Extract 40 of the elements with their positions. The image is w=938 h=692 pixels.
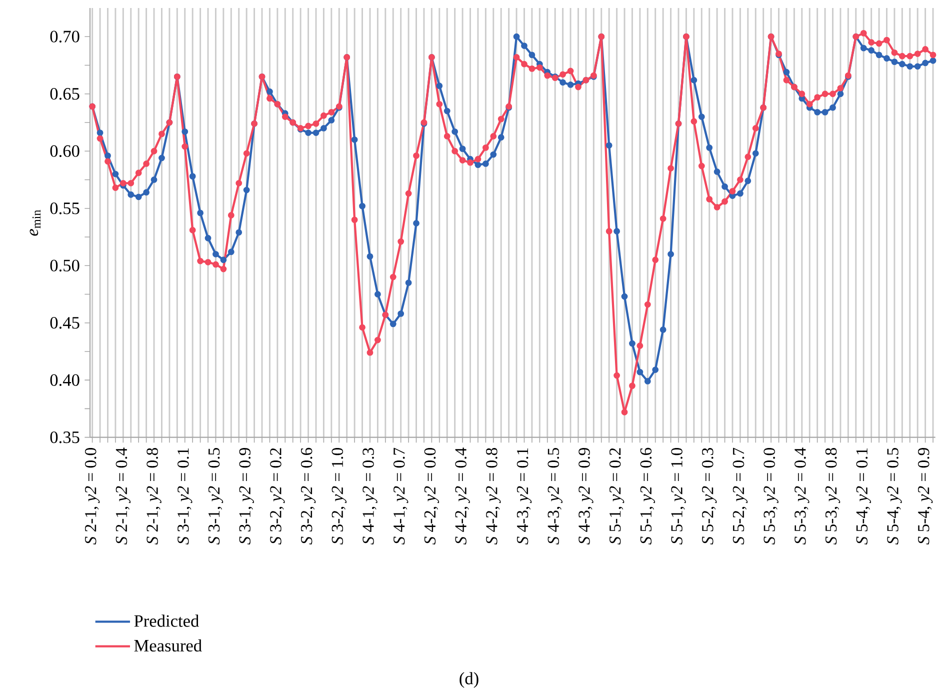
x-tick-label: S 2-1, y2 = 0.8: [146, 448, 162, 544]
y-tick-label: 0.60: [50, 145, 80, 157]
y-tick-label: 0.40: [50, 374, 80, 386]
x-tick-label: S 3-2, y2 = 0.2: [270, 448, 285, 544]
y-tick-label: 0.45: [50, 316, 80, 329]
x-tick-label: S 2-1, y2 = 0.0: [84, 448, 100, 544]
x-tick-label: S 3-2, y2 = 1.0: [332, 448, 346, 544]
x-tick-label: S 5-2, y2 = 0.3: [702, 448, 717, 544]
x-tick-label: S 5-1, y2 = 0.6: [640, 448, 655, 544]
x-tick-label: S 5-4, y2 = 0.1: [856, 448, 871, 544]
text: (d): [460, 672, 478, 688]
x-tick-label: S 5-4, y2 = 0.9: [918, 448, 933, 544]
x-tick-label: S 5-2, y2 = 0.7: [732, 448, 748, 544]
x-tick-label: S 2-1, y2 = 0.4: [116, 447, 131, 544]
x-tick-label: S 4-3, y2 = 0.9: [578, 448, 594, 544]
x-tick-label: S 5-1, y2 = 1.0: [671, 448, 686, 544]
x-tick-label: S 4-1, y2 = 0.3: [362, 448, 378, 544]
x-tick-label: S 3-1, y2 = 0.1: [178, 448, 192, 544]
x-tick-label: S 5-4, y2 = 0.5: [887, 448, 902, 544]
x-tick-label: S 3-1, y2 = 0.9: [239, 448, 254, 544]
y-tick-label: 0.55: [50, 202, 80, 214]
y-tick-label: 0.65: [50, 88, 80, 100]
legend-label: Predicted: [134, 614, 199, 627]
x-tick-label: S 5-3, y2 = 0.8: [825, 448, 840, 544]
legend-label: Measured: [134, 639, 202, 652]
x-tick-label: S 3-1, y2 = 0.5: [208, 448, 224, 544]
x-tick-label: S 5-1, y2 = 0.2: [609, 448, 624, 544]
y-axis-title: e$_{min}$: [30, 210, 40, 236]
x-tick-label: S 4-3, y2 = 0.1: [516, 448, 532, 544]
x-tick-label: S 4-3, y2 = 0.5: [548, 448, 562, 544]
y-tick-label: 0.50: [50, 260, 80, 272]
x-tick-label: S 3-2, y2 = 0.6: [300, 448, 316, 544]
x-tick-label: S 4-1, y2 = 0.7: [393, 448, 408, 544]
x-tick-label: S 5-3, y2 = 0.0: [764, 448, 778, 544]
x-tick-label: S 5-3, y2 = 0.4: [794, 447, 810, 544]
x-tick-label: S 4-2, y2 = 0.8: [486, 448, 501, 544]
y-tick-label: 0.35: [50, 431, 80, 444]
x-tick-label: S 4-2, y2 = 0.4: [455, 447, 470, 544]
y-tick-label: 0.70: [50, 30, 80, 42]
x-tick-label: S 4-2, y2 = 0.0: [424, 448, 440, 544]
